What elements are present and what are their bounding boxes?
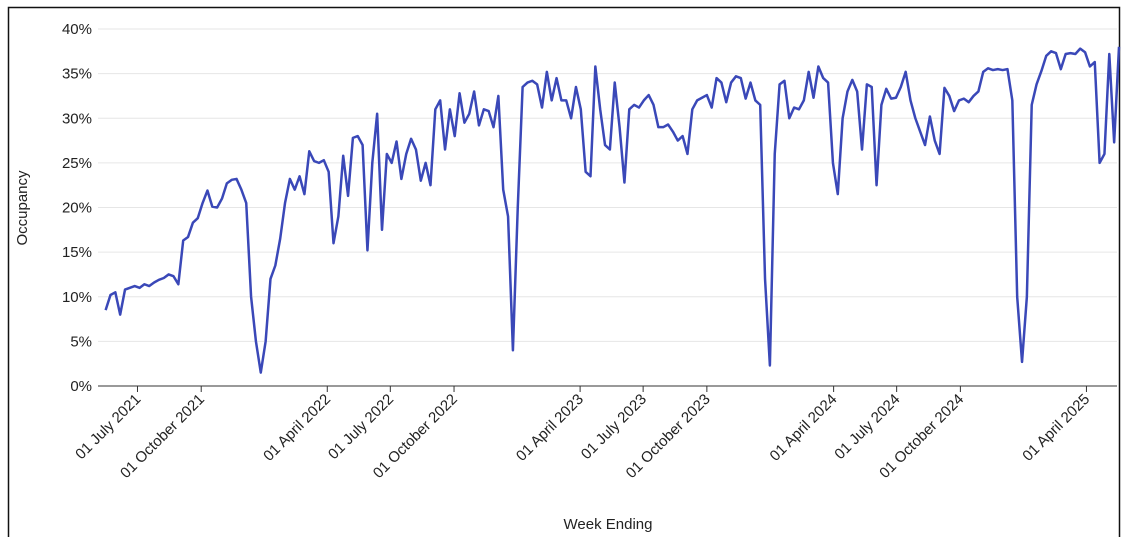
x-tick-label: 01 April 2022 — [260, 391, 334, 465]
frame — [7, 6, 1121, 537]
y-tick-label: 35% — [62, 66, 92, 83]
y-tick-label: 15% — [62, 244, 92, 261]
y-tick-label: 30% — [62, 110, 92, 127]
y-tick-label: 25% — [62, 155, 92, 172]
y-tick-label: 5% — [70, 333, 92, 350]
x-axis-label: Week Ending — [564, 516, 653, 533]
y-tick-label: 20% — [62, 200, 92, 217]
x-tick-label: 01 April 2024 — [766, 391, 840, 465]
y-tick-label: 40% — [62, 21, 92, 38]
x-tick-label: 01 April 2025 — [1019, 391, 1093, 465]
x-tick-label: 01 April 2023 — [513, 391, 587, 465]
y-tick-label: 10% — [62, 289, 92, 306]
y-tick-label: 0% — [70, 378, 92, 395]
line-series — [104, 46, 1121, 374]
y-axis-label: Occupancy — [14, 170, 31, 246]
